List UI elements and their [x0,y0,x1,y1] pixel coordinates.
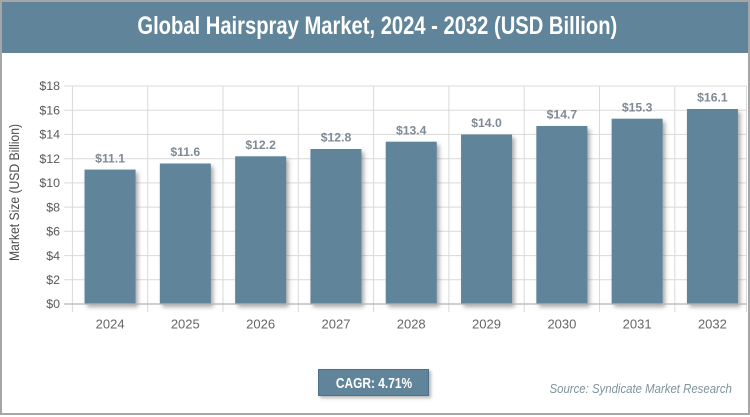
svg-text:$4: $4 [46,249,60,263]
svg-text:$12: $12 [39,152,60,166]
svg-text:Market Size (USD Billion): Market Size (USD Billion) [6,124,22,261]
svg-text:2025: 2025 [171,316,200,331]
svg-text:$2: $2 [46,273,60,287]
svg-text:$12.8: $12.8 [321,131,352,145]
svg-text:2027: 2027 [322,316,351,331]
svg-text:$14: $14 [39,128,60,142]
svg-text:$14.0: $14.0 [471,116,502,130]
svg-text:2032: 2032 [698,316,727,331]
svg-text:$12.2: $12.2 [245,138,276,152]
svg-text:$0: $0 [46,297,60,311]
svg-text:2030: 2030 [547,316,576,331]
svg-text:$10: $10 [39,176,60,190]
svg-text:$15.3: $15.3 [622,100,653,114]
svg-text:$11.1: $11.1 [95,151,125,165]
svg-text:2029: 2029 [472,316,501,331]
svg-text:$8: $8 [46,200,60,214]
svg-text:$6: $6 [46,225,60,239]
svg-text:$11.6: $11.6 [170,145,200,159]
svg-text:$14.7: $14.7 [547,108,578,122]
svg-text:$18: $18 [39,79,60,93]
svg-text:$16.1: $16.1 [697,91,728,105]
svg-text:2024: 2024 [96,316,125,331]
svg-text:$13.4: $13.4 [396,123,427,137]
svg-text:2031: 2031 [623,316,652,331]
svg-text:2028: 2028 [397,316,426,331]
svg-text:$16: $16 [39,103,60,117]
svg-text:2026: 2026 [246,316,275,331]
